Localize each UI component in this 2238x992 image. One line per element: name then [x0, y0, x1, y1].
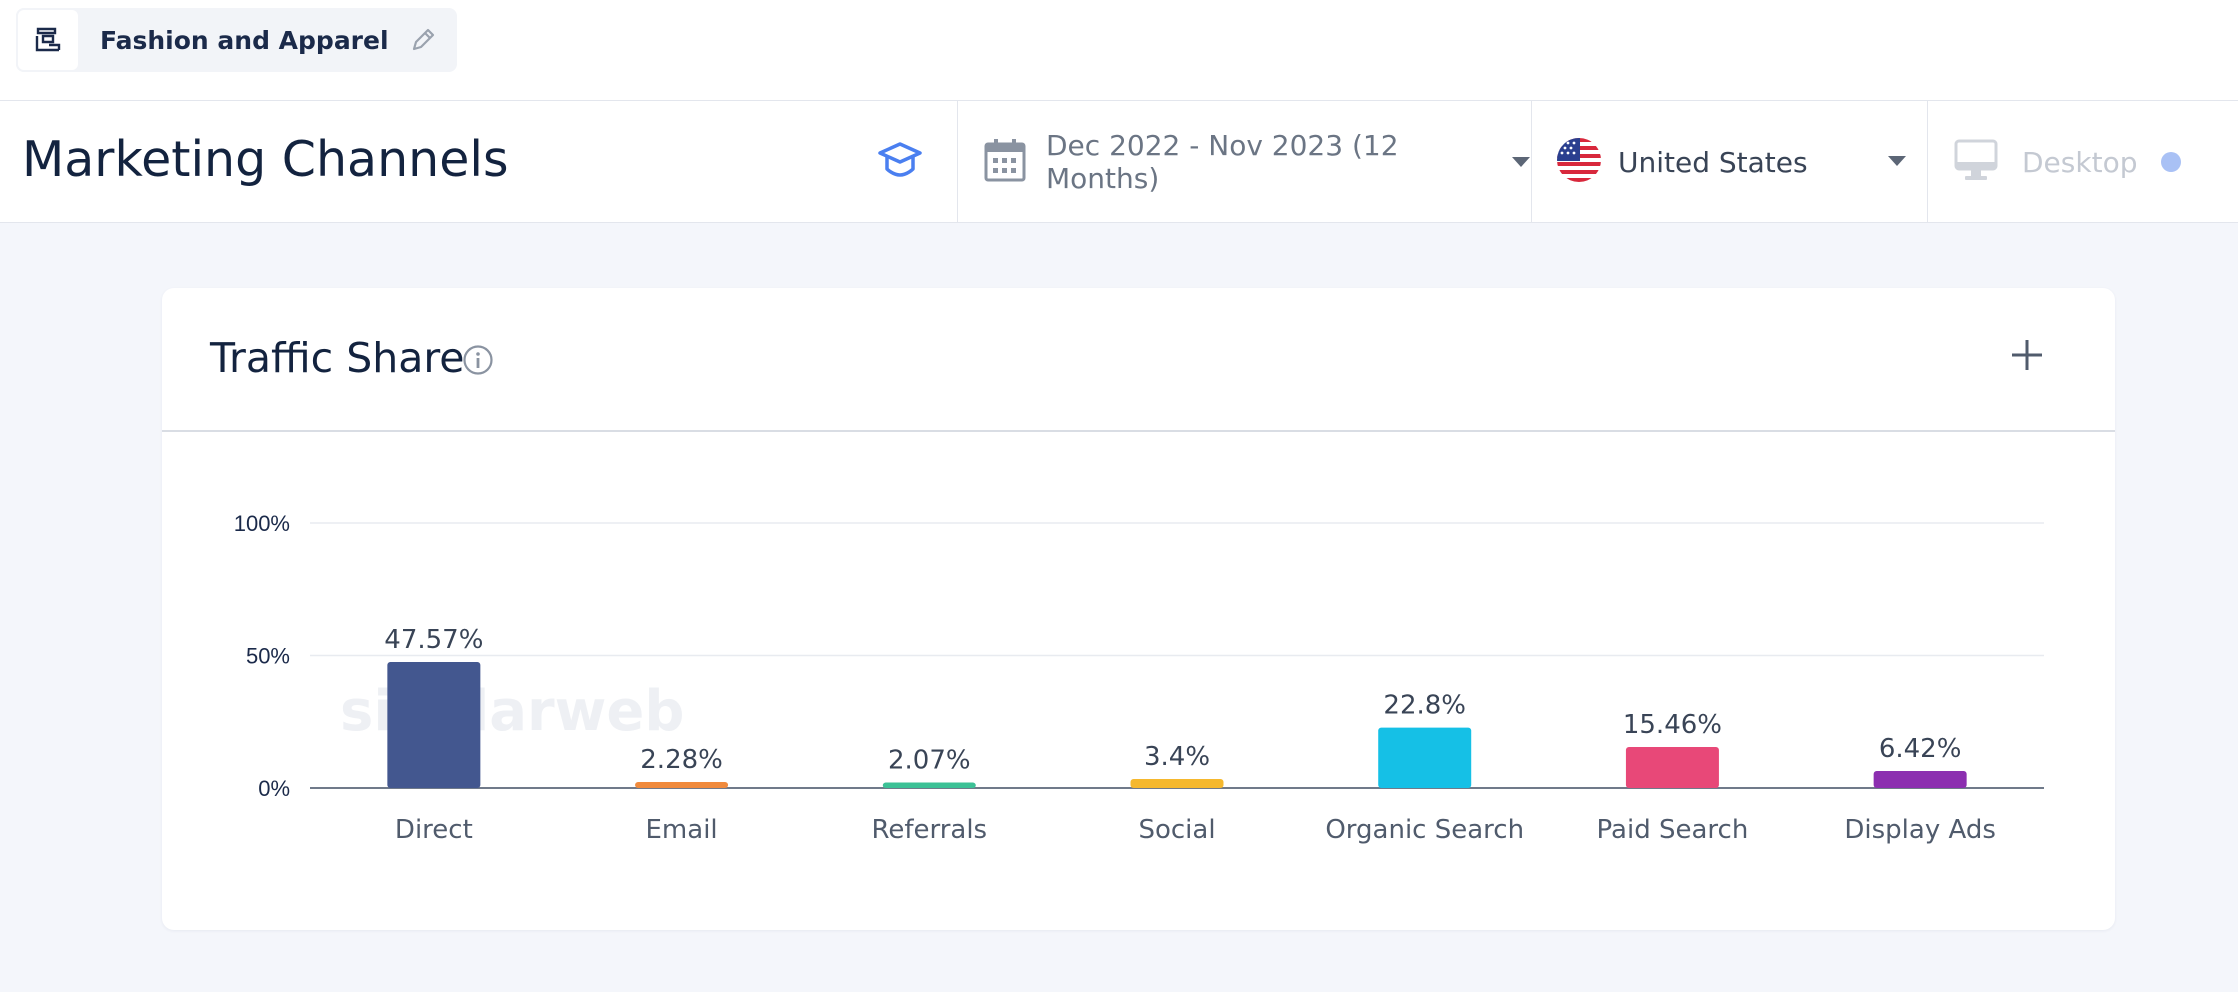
date-range-label: Dec 2022 - Nov 2023 (12 Months) [1046, 129, 1399, 195]
traffic-share-card: Traffic Share similarweb 0% 50% 100% 47.57%… [162, 288, 2115, 930]
chevron-down-icon [1512, 157, 1530, 167]
bar-value-label: 15.46% [1623, 710, 1722, 740]
bar-referrals[interactable] [882, 782, 976, 788]
bar-organic-search[interactable] [1378, 727, 1472, 788]
header-divider [1927, 101, 1928, 223]
category-label: Display Ads [1844, 815, 1995, 845]
category-label: Organic Search [1325, 815, 1524, 845]
y-tick-label: 50% [246, 644, 290, 669]
date-range-picker[interactable]: Dec 2022 - Nov 2023 (12 Months) [958, 101, 1530, 223]
category-label: Direct [395, 815, 473, 845]
y-tick-label: 0% [258, 776, 290, 801]
pencil-icon[interactable] [409, 26, 437, 54]
bar-paid-search[interactable] [1625, 747, 1719, 788]
traffic-share-chart: similarweb 0%50%100%47.57%Direct2.28%Ema… [234, 511, 2044, 845]
add-button[interactable] [2006, 334, 2048, 376]
card-title: Traffic Share [210, 334, 465, 382]
info-icon[interactable] [462, 344, 494, 380]
country-picker[interactable]: United States [1532, 101, 1926, 223]
bar-value-label: 2.07% [888, 746, 971, 776]
category-label: Email [646, 815, 718, 845]
country-label: United States [1618, 145, 1808, 179]
header-divider [1531, 101, 1532, 223]
us-flag-icon [1556, 137, 1602, 187]
page-header: Marketing Channels Dec 2022 - Nov 2023 (… [0, 101, 2238, 223]
device-label: Desktop [2022, 145, 2138, 179]
segment-chip[interactable]: Fashion and Apparel [16, 8, 457, 72]
plus-icon [2012, 340, 2042, 370]
calendar-icon [984, 138, 1026, 186]
y-tick-label: 100% [234, 511, 290, 536]
category-label: Referrals [871, 815, 987, 845]
device-status-dot [2161, 152, 2182, 172]
chevron-down-icon [1888, 156, 1906, 166]
bar-direct[interactable] [387, 661, 481, 788]
bar-social[interactable] [1130, 778, 1224, 788]
bar-value-label: 2.28% [640, 745, 723, 775]
bar-value-label: 47.57% [384, 625, 483, 655]
bar-value-label: 3.4% [1144, 742, 1210, 772]
header-divider [957, 101, 958, 223]
bar-display-ads[interactable] [1873, 770, 1967, 788]
category-label: Paid Search [1597, 815, 1749, 845]
desktop-icon [1954, 138, 1998, 186]
category-label: Social [1138, 815, 1215, 845]
card-header: Traffic Share [162, 288, 2115, 432]
bar-value-label: 22.8% [1383, 691, 1466, 721]
device-picker: Desktop [1928, 101, 2238, 223]
graduation-cap-icon[interactable] [876, 139, 924, 187]
top-bar: Fashion and Apparel [0, 0, 2238, 101]
storefront-icon[interactable] [16, 8, 80, 72]
page-title: Marketing Channels [22, 131, 509, 188]
bar-email[interactable] [635, 781, 729, 788]
segment-name: Fashion and Apparel [100, 25, 389, 55]
bar-value-label: 6.42% [1879, 734, 1962, 764]
